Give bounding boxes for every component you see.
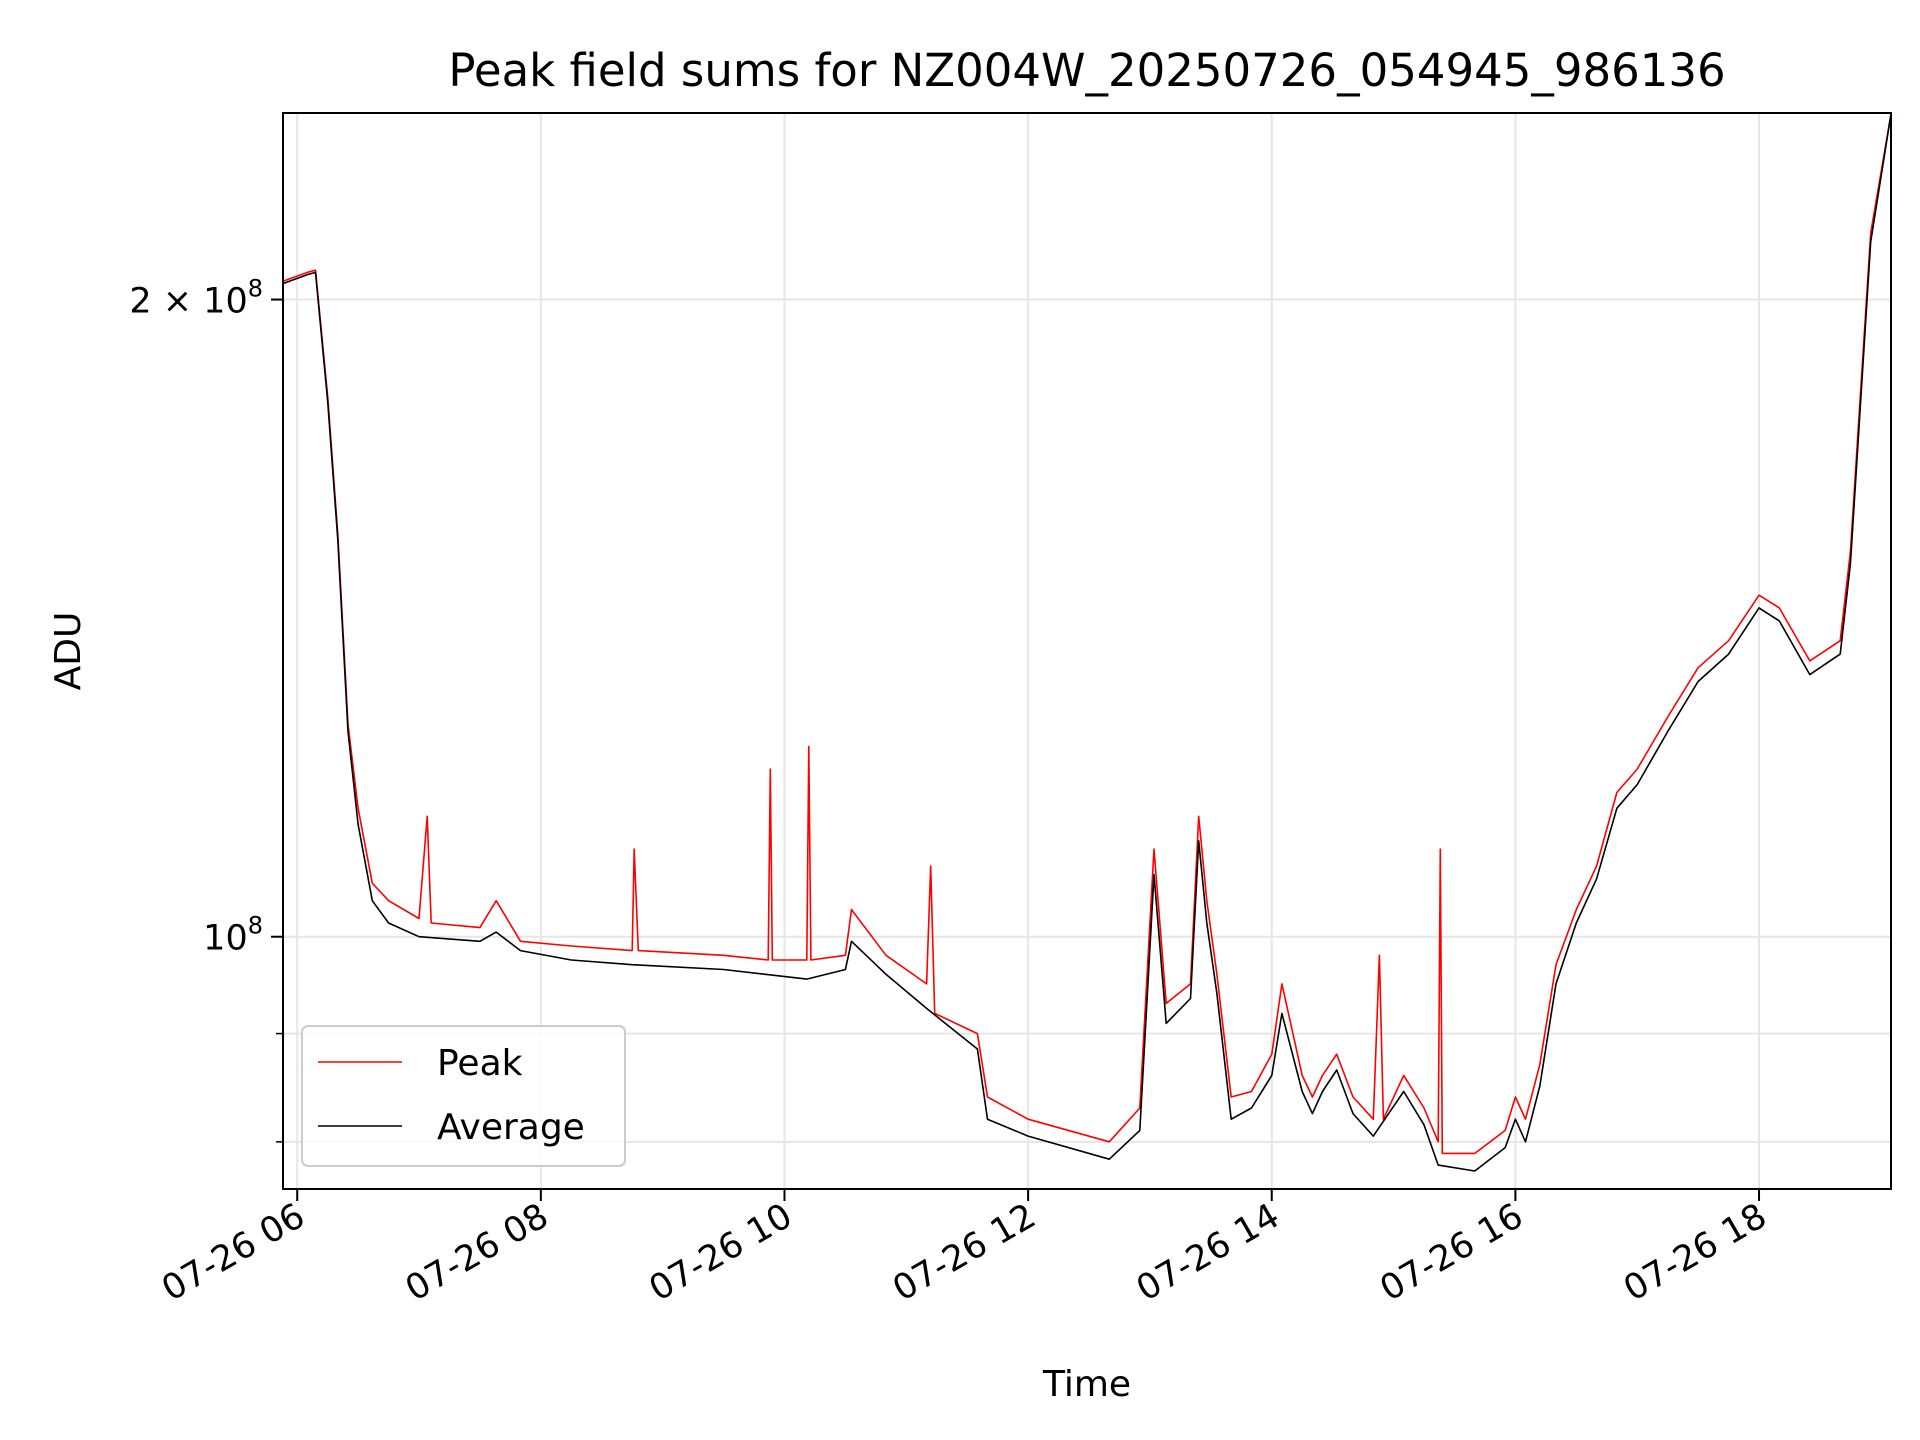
plot-frame <box>282 112 1892 1190</box>
x-axis-label: Time <box>1042 1364 1131 1405</box>
series-line-peak <box>282 113 1892 1155</box>
plot-lines <box>282 113 1892 1172</box>
legend-label-average: Average <box>437 1107 585 1148</box>
legend: Peak Average <box>301 1025 626 1167</box>
y-tick-label: 108 <box>203 912 263 959</box>
series-line-average <box>282 113 1892 1172</box>
grid <box>283 113 1891 1189</box>
y-axis: 2 × 108 108 <box>129 275 283 1143</box>
chart-title: Peak field sums for NZ004W_20250726_0549… <box>448 44 1725 97</box>
legend-label-peak: Peak <box>437 1043 523 1084</box>
y-tick-label: 2 × 108 <box>129 275 263 322</box>
y-axis-label: ADU <box>48 612 89 691</box>
legend-box <box>301 1025 626 1167</box>
